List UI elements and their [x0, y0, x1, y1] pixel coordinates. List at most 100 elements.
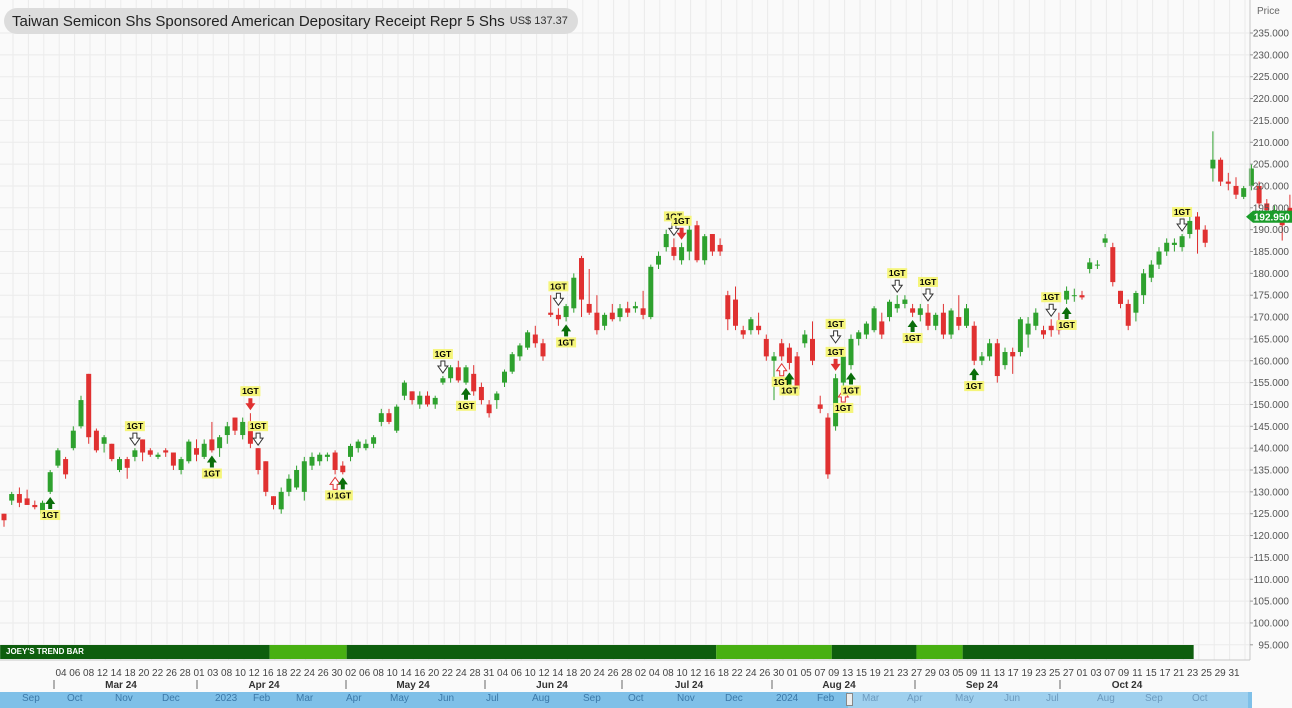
signal-badge: [833, 402, 854, 413]
candle-body: [579, 258, 584, 300]
price-tick-label: 150.000: [1253, 400, 1290, 411]
signal-badge: [902, 333, 923, 344]
candle-body: [1041, 330, 1046, 335]
candle-body: [794, 356, 800, 390]
candle: [871, 306, 877, 333]
signal-badge-label: 1GT: [1058, 320, 1075, 330]
price-tick-label: 125.000: [1253, 509, 1290, 520]
signal-marker: 1GT: [456, 387, 476, 411]
signal-badge-label: 1GT: [204, 469, 221, 479]
candle: [1064, 286, 1070, 304]
candle: [32, 500, 38, 510]
navigator-drag-handle[interactable]: [846, 693, 853, 706]
candle-body: [1233, 185, 1239, 195]
candle-body: [86, 373, 92, 438]
signal-badge-label: 1GT: [889, 268, 906, 278]
candle-body: [617, 308, 623, 318]
candle: [47, 470, 53, 495]
candle-body: [1171, 242, 1177, 245]
navigator-label: Mar: [862, 693, 880, 704]
candle-body: [817, 404, 823, 409]
candle: [748, 317, 754, 335]
candle: [1164, 238, 1170, 256]
candle-body: [240, 421, 246, 436]
timeline-navigator[interactable]: Sep Oct Nov Dec 2023 Feb Mar Apr May Jun Jul Aug Sep…: [0, 692, 1252, 708]
signal-marker: 1GT: [240, 386, 261, 411]
candle: [155, 452, 161, 460]
candle: [786, 343, 792, 370]
candles-layer: [1, 131, 1292, 527]
price-tick-label: 110.000: [1254, 575, 1290, 586]
candle: [409, 391, 415, 405]
navigator-label: May: [955, 693, 974, 704]
candle: [702, 234, 708, 265]
date-tick-label: 03: [1090, 668, 1102, 679]
signal-marker: 1GT: [1041, 292, 1062, 318]
candle-body: [933, 314, 939, 326]
hollow-down-arrow-icon: [829, 330, 842, 344]
date-axis-background: [0, 660, 1292, 692]
date-tick-label: 04: [649, 668, 661, 679]
candle: [725, 290, 731, 331]
date-tick-label: 15: [1146, 668, 1158, 679]
candle-body: [63, 459, 69, 475]
price-tick-label: 215.000: [1253, 116, 1290, 127]
candle: [1171, 238, 1177, 252]
navigator-label: Aug: [532, 693, 550, 704]
candle-body: [232, 417, 238, 431]
candle: [432, 395, 438, 409]
date-tick-label: 06: [359, 668, 371, 679]
candle: [933, 312, 939, 331]
instrument-title-pill[interactable]: Taiwan Semicon Shs Sponsored American De…: [4, 8, 578, 34]
candle: [686, 225, 692, 261]
candle-body: [663, 234, 669, 248]
candle-body: [16, 494, 22, 503]
date-tick-label: 12: [97, 668, 109, 679]
candle-body: [1202, 229, 1208, 243]
signal-badge: [841, 385, 861, 396]
navigator-label: Oct: [1192, 693, 1208, 704]
candle-body: [1256, 185, 1262, 204]
candle-body: [301, 461, 307, 492]
candle-body: [586, 303, 592, 313]
candle-body: [856, 332, 862, 339]
date-tick-label: 03: [939, 668, 951, 679]
candle-body: [786, 347, 792, 363]
candle-body: [178, 459, 184, 470]
candle-body: [671, 247, 677, 256]
candle: [763, 334, 769, 361]
signal-badge-label: 1GT: [904, 333, 921, 343]
candle: [9, 491, 15, 505]
date-tick-label: 28: [180, 668, 192, 679]
candle-body: [979, 356, 985, 361]
trend-bar-segment: [962, 645, 1194, 659]
candle-body: [286, 478, 292, 492]
navigator-label: Sep: [583, 693, 601, 704]
signal-badge: [671, 215, 692, 226]
candle: [540, 338, 546, 361]
date-tick-label: 03: [207, 668, 219, 679]
price-tick-label: 95.000: [1258, 640, 1289, 651]
candle-body: [147, 450, 153, 455]
date-tick-label: 19: [870, 668, 882, 679]
price-tick-label: 100.000: [1253, 618, 1290, 629]
navigator-selection-window[interactable]: [848, 692, 1248, 708]
candle: [332, 450, 338, 475]
candle: [93, 428, 99, 453]
navigator-label: Jul: [486, 693, 499, 704]
last-price-marker: [1246, 210, 1292, 223]
navigator-label: Jul: [1046, 693, 1059, 704]
candle: [1141, 268, 1147, 304]
date-tick-label: 07: [814, 668, 826, 679]
candle: [278, 487, 284, 514]
candle-body: [763, 338, 769, 357]
candle: [802, 330, 808, 348]
candle-body: [24, 498, 30, 505]
date-tick-label: 04: [55, 668, 67, 679]
date-tick-label: 05: [952, 668, 964, 679]
candle-body: [648, 266, 654, 318]
candle: [371, 435, 377, 449]
date-tick-label: 23: [897, 668, 909, 679]
candle-body: [217, 437, 223, 449]
